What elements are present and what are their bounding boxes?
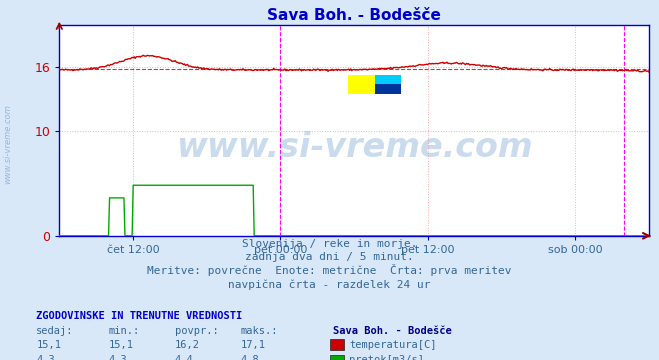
Text: www.si-vreme.com: www.si-vreme.com bbox=[3, 104, 13, 184]
Text: Meritve: povrečne  Enote: metrične  Črta: prva meritev: Meritve: povrečne Enote: metrične Črta: … bbox=[147, 264, 512, 276]
Text: povpr.:: povpr.: bbox=[175, 326, 218, 336]
Text: zadnja dva dni / 5 minut.: zadnja dva dni / 5 minut. bbox=[245, 252, 414, 262]
Text: 15,1: 15,1 bbox=[109, 340, 134, 350]
Text: 17,1: 17,1 bbox=[241, 340, 266, 350]
Title: Sava Boh. - Bodešče: Sava Boh. - Bodešče bbox=[268, 8, 441, 23]
Text: temperatura[C]: temperatura[C] bbox=[349, 340, 437, 350]
Text: ZGODOVINSKE IN TRENUTNE VREDNOSTI: ZGODOVINSKE IN TRENUTNE VREDNOSTI bbox=[36, 311, 243, 321]
Text: 4,4: 4,4 bbox=[175, 355, 193, 360]
Text: Slovenija / reke in morje.: Slovenija / reke in morje. bbox=[242, 239, 417, 249]
Text: 4,3: 4,3 bbox=[109, 355, 127, 360]
Text: min.:: min.: bbox=[109, 326, 140, 336]
Text: pretok[m3/s]: pretok[m3/s] bbox=[349, 355, 424, 360]
Bar bbox=[375, 75, 401, 84]
Text: 4,3: 4,3 bbox=[36, 355, 55, 360]
Text: maks.:: maks.: bbox=[241, 326, 278, 336]
Text: 15,1: 15,1 bbox=[36, 340, 61, 350]
Text: navpična črta - razdelek 24 ur: navpična črta - razdelek 24 ur bbox=[228, 279, 431, 290]
Text: 4,8: 4,8 bbox=[241, 355, 259, 360]
Bar bbox=[349, 75, 375, 84]
Bar bbox=[375, 84, 401, 94]
Text: sedaj:: sedaj: bbox=[36, 326, 74, 336]
Text: www.si-vreme.com: www.si-vreme.com bbox=[176, 131, 532, 164]
Bar bbox=[349, 84, 375, 94]
Text: Sava Boh. - Bodešče: Sava Boh. - Bodešče bbox=[333, 326, 451, 336]
Text: 16,2: 16,2 bbox=[175, 340, 200, 350]
